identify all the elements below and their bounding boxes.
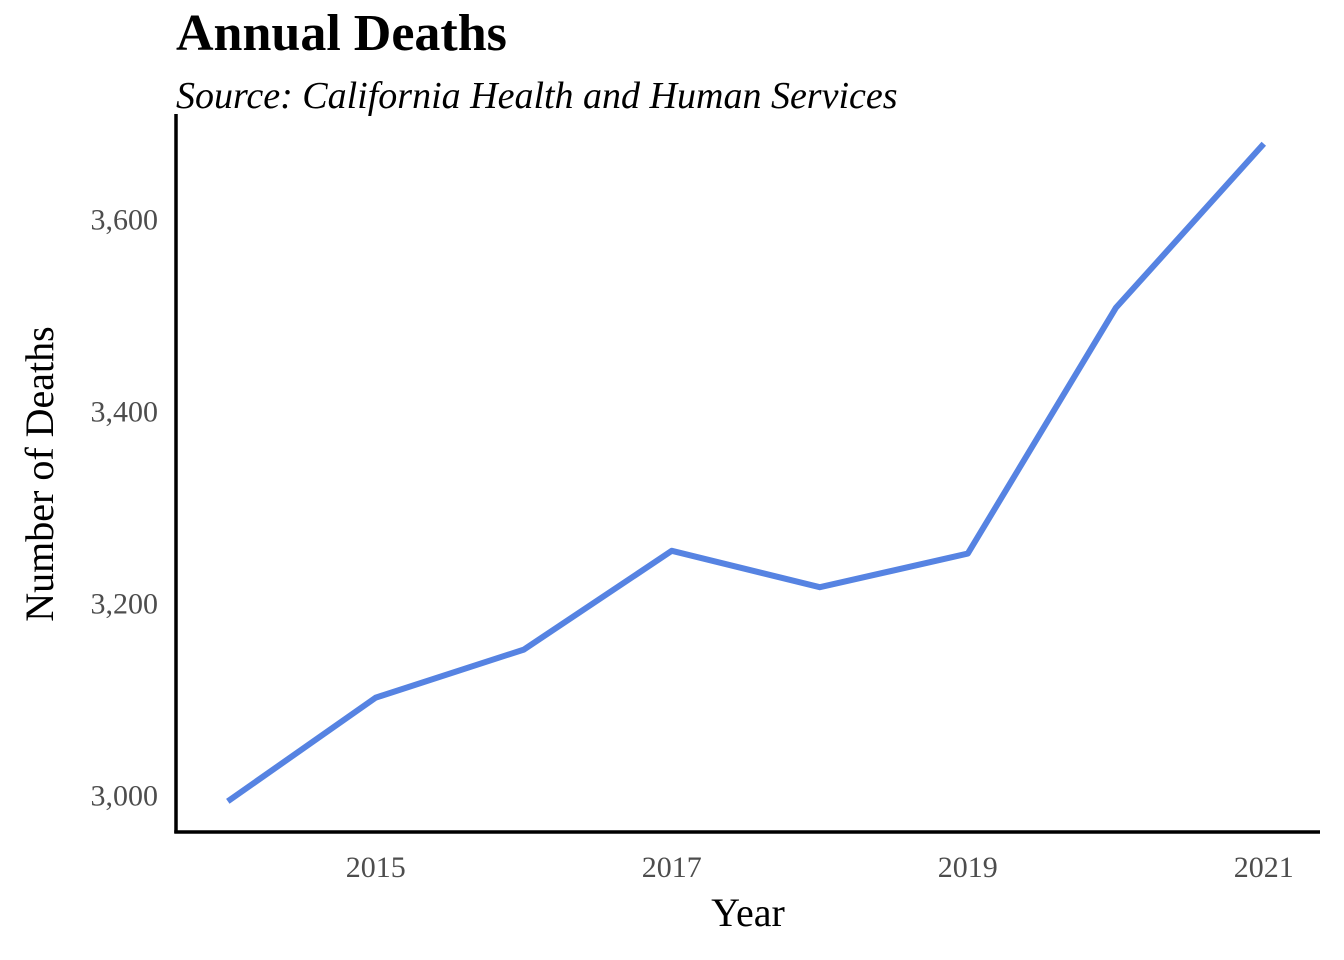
chart-title: Annual Deaths (176, 5, 507, 62)
y-tick-label: 3,400 (91, 396, 159, 429)
x-tick-labels: 2015 2017 2019 2021 (346, 851, 1294, 884)
x-tick-label: 2015 (346, 851, 406, 884)
y-tick-label: 3,200 (91, 588, 159, 621)
x-tick-label: 2021 (1234, 851, 1294, 884)
x-tick-label: 2017 (642, 851, 702, 884)
chart-subtitle: Source: California Health and Human Serv… (176, 75, 898, 117)
x-axis-title: Year (711, 890, 785, 935)
plot-area: 3,000 3,200 3,400 3,600 2015 2017 2019 2021 (91, 114, 1320, 884)
y-tick-labels: 3,000 3,200 3,400 3,600 (91, 204, 159, 813)
series-group (226, 141, 1267, 804)
y-tick-label: 3,000 (91, 780, 159, 813)
series-line (226, 141, 1267, 804)
y-axis-title: Number of Deaths (17, 326, 62, 621)
x-tick-label: 2019 (938, 851, 998, 884)
y-tick-label: 3,600 (91, 204, 159, 237)
